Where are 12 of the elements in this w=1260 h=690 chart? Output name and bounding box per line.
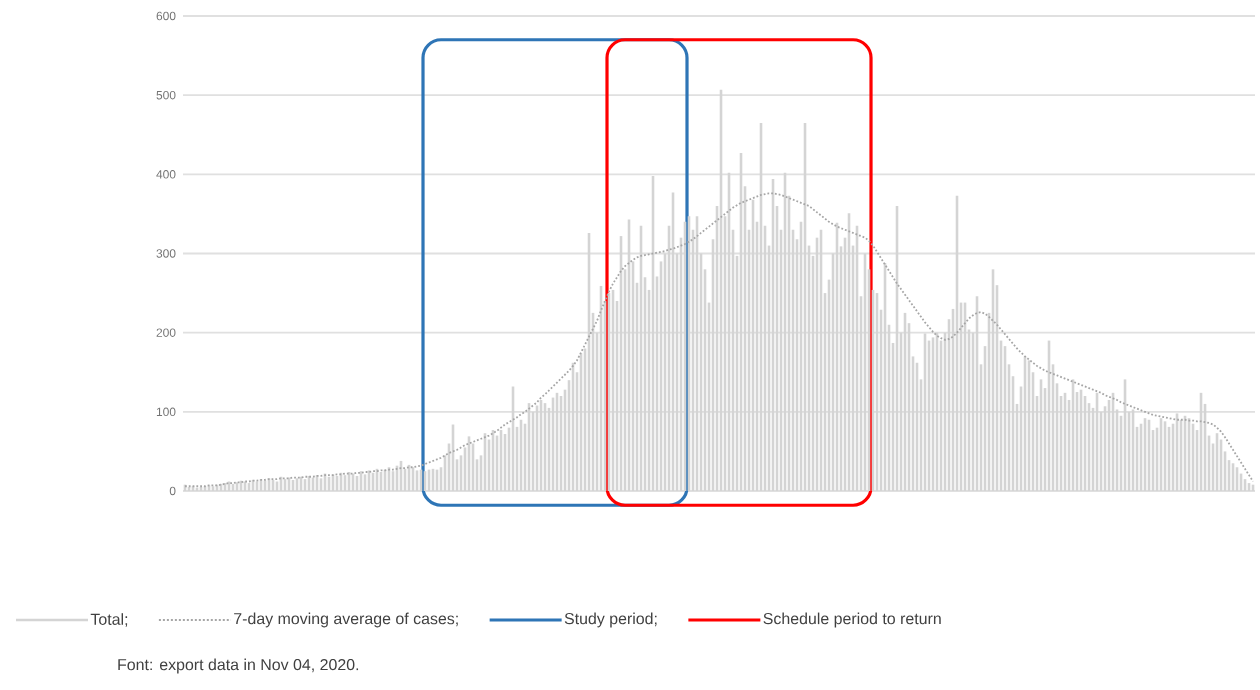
y-tick-label: 0 (169, 486, 176, 496)
text: Schedule period to return (763, 612, 941, 628)
text: Study period; (564, 612, 657, 628)
legend-label: 7-day moving average of cases; (234, 612, 458, 628)
y-tick-label: 100 (156, 407, 176, 417)
y-tick-label: 600 (156, 11, 176, 21)
y-tick-label: 300 (156, 249, 176, 258)
legend-label: Total; (90, 613, 128, 627)
text: Font: export data in Nov 04, 2020. (118, 658, 359, 674)
y-tick-label: 500 (156, 90, 176, 100)
y-tick-label: 200 (156, 328, 176, 337)
y-tick-label: 400 (156, 170, 176, 179)
